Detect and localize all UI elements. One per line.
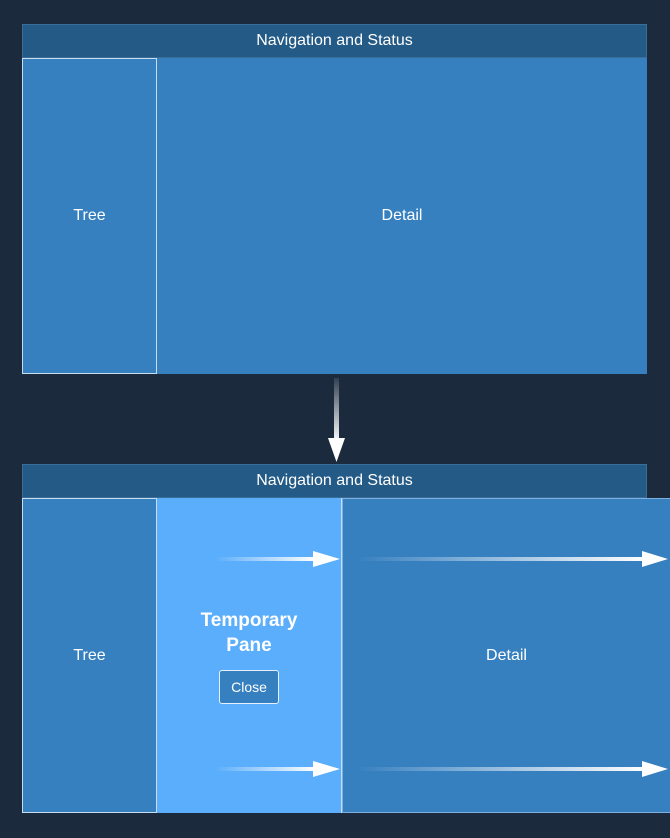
bottom-detail-pane: Detail [342,498,670,813]
slide-arrow-detail-top-icon [358,551,668,567]
temporary-pane: Temporary Pane Close [156,498,342,813]
close-button[interactable]: Close [219,669,279,704]
bottom-tree-pane: Tree [22,498,157,813]
top-detail-pane: Detail [157,58,647,374]
bottom-detail-label: Detail [486,646,527,664]
top-tree-label: Tree [73,207,106,224]
temporary-pane-title: Temporary Pane [200,609,298,656]
top-header-label: Navigation and Status [256,32,413,49]
bottom-header-label: Navigation and Status [256,472,413,489]
bottom-tree-label: Tree [73,646,106,664]
top-header: Navigation and Status [22,24,647,58]
top-detail-label: Detail [381,207,423,224]
transition-arrow-down-icon [328,378,345,462]
slide-arrow-temp-top-icon [215,551,340,567]
slide-arrow-detail-bottom-icon [358,761,668,777]
slide-arrow-temp-bottom-icon [215,761,340,777]
top-tree-pane: Tree [22,58,157,374]
bottom-header: Navigation and Status [22,464,647,498]
